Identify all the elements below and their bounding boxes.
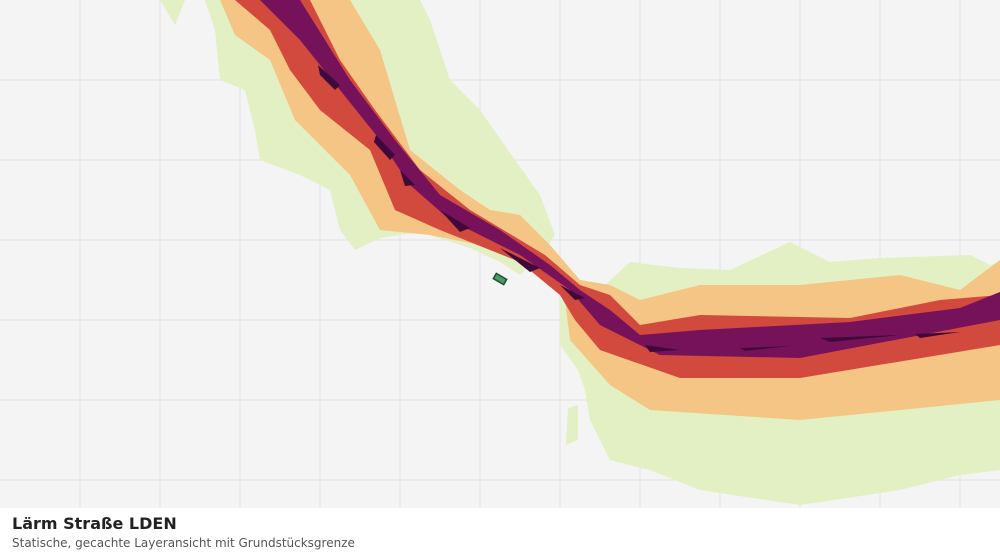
caption: Lärm Straße LDEN Statische, gecachte Lay… xyxy=(0,508,1000,560)
map-view xyxy=(0,0,1000,508)
map-title: Lärm Straße LDEN xyxy=(12,514,177,533)
map-subtitle: Statische, gecachte Layeransicht mit Gru… xyxy=(12,536,355,550)
parcel-boundary xyxy=(492,272,508,286)
noise-band-medium xyxy=(220,0,1000,420)
noise-band-extreme xyxy=(318,65,960,352)
